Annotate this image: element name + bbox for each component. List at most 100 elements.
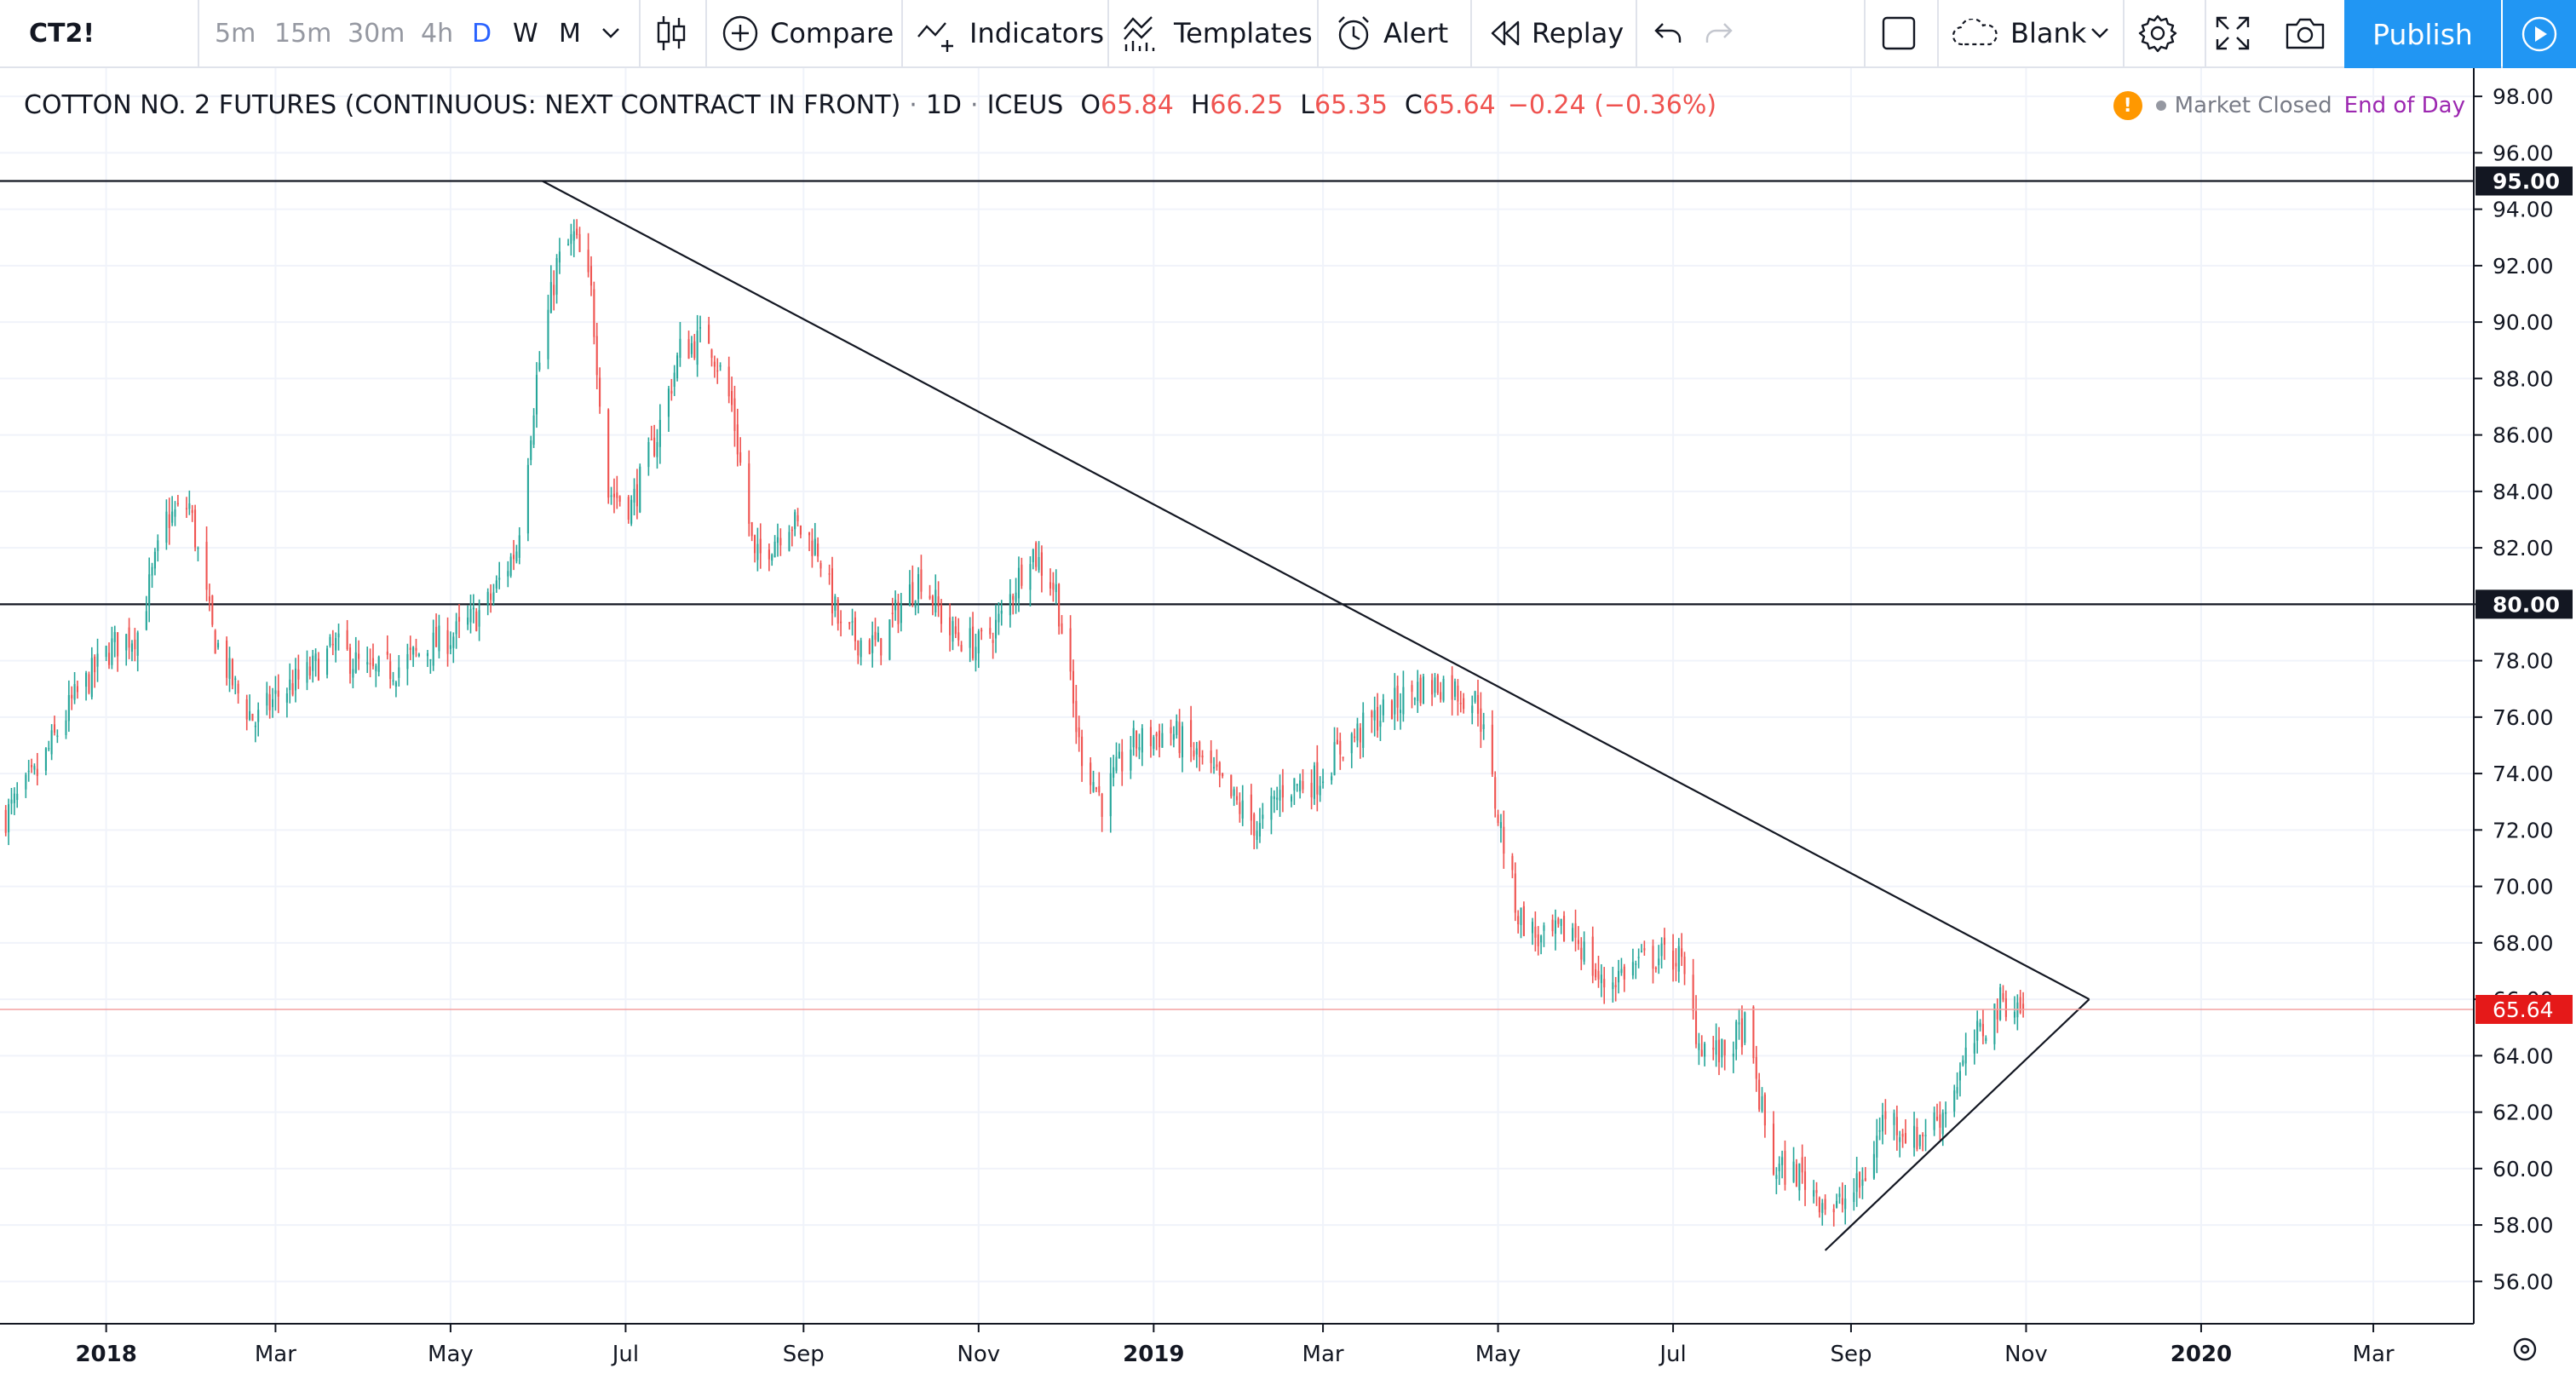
candle-body [1471,705,1474,714]
indicators-button[interactable]: Indicators [917,0,1104,66]
time-tick-label: Mar [255,1342,296,1367]
chart-style-button[interactable] [654,0,688,66]
candle-body [1838,1193,1841,1198]
alert-button[interactable]: Alert [1334,0,1448,66]
price-chart[interactable]: 56.0058.0060.0062.0064.0066.0068.0070.00… [0,68,2576,1374]
layout-dropdown-button[interactable] [2090,0,2109,66]
candle-body [1543,925,1545,931]
candle-body [871,635,874,653]
candle-body [733,398,736,431]
legend-interval: 1D [925,89,963,120]
interval-w[interactable]: W [513,18,538,49]
fullscreen-button[interactable] [2215,0,2251,66]
replay-button[interactable]: Replay [1487,0,1624,66]
candle-body [111,638,113,665]
right-panel-toggle-button[interactable] [2503,0,2576,68]
candle-body [1881,1114,1884,1132]
candle-body [31,765,33,767]
play-circle-icon [2521,16,2557,52]
templates-icon [1124,16,1155,51]
candle-body [1913,1125,1916,1148]
candle-body [194,509,197,548]
candle-body [1331,776,1333,781]
candle-body [507,571,509,577]
trend-lines[interactable] [542,180,2090,1251]
candle-body [266,693,268,706]
candle-body [205,542,208,590]
candle-body [713,361,716,367]
candle-body [449,645,451,649]
snapshot-button[interactable] [2285,0,2326,66]
candle-body [197,547,199,549]
horizontal-line-price-tag [2475,166,2573,196]
symbol-search-button[interactable]: CT2! [29,0,95,66]
interval-5m[interactable]: 5m [215,18,256,49]
candle-body [394,681,397,687]
interval-4h[interactable]: 4h [421,18,454,49]
candle-body [1563,916,1566,941]
candle-body [553,285,555,296]
indicators-icon [917,22,953,52]
compare-button[interactable]: Compare [721,0,894,66]
candle-body [687,339,690,359]
interval-30m[interactable]: 30m [348,18,405,49]
symbol-label: CT2! [29,18,95,49]
candle-body [208,596,210,601]
redo-button[interactable] [1704,0,1734,66]
interval-dropdown-button[interactable] [601,0,620,66]
time-tick-label: Jul [1658,1342,1686,1367]
candle-body [736,424,739,455]
horizontal-line-price-label: 80.00 [2493,592,2560,617]
settings-button[interactable] [2138,0,2177,66]
candle-body [1683,957,1686,974]
candle-body [509,556,512,576]
candle-body [375,665,377,671]
candle-body [145,611,147,630]
horizontal-lines[interactable] [0,180,2474,606]
candle-body [679,338,681,358]
candle-body [148,574,151,607]
candle-body [1637,957,1640,958]
fullscreen-layout-button[interactable] [1881,0,1917,66]
candle-body [176,503,179,505]
price-axis[interactable]: 56.0058.0060.0062.0064.0066.0068.0070.00… [2473,68,2576,1374]
candle-body [306,662,308,683]
publish-button[interactable]: Publish [2344,0,2501,68]
candle-body [1422,676,1425,704]
candle-body [1132,727,1135,748]
layout-menu-button[interactable]: Blank [1951,0,2086,66]
candle-body [1476,694,1480,714]
candle-body [16,793,19,801]
trend-line[interactable] [1824,998,2090,1251]
undo-button[interactable] [1653,0,1683,66]
gear-icon [2138,14,2177,53]
interval-m[interactable]: M [559,18,581,49]
candle-body [2013,1011,2016,1018]
alarm-clock-icon [1338,16,1369,50]
candle-body [1235,796,1239,801]
candle-body [1253,813,1256,836]
warning-icon[interactable]: ! [2113,91,2142,120]
candle-body [1356,723,1359,741]
candle-body [639,466,641,513]
time-axis[interactable]: 2018 Mar May Jul Sep Nov 2019 Mar May Jul Sep Nov 20… [0,1323,2474,1374]
interval-15m[interactable]: 15m [274,18,332,49]
trend-line[interactable] [542,180,2090,1001]
candle-body [346,630,348,650]
price-tick-label: 76.00 [2493,705,2554,730]
axis-settings-gear-icon[interactable] [2513,1337,2537,1361]
candle-body [1895,1117,1898,1135]
candle-body [1015,592,1017,602]
candle-body [1262,814,1264,819]
gear-hub [2520,1344,2530,1354]
candle-body [1572,928,1574,941]
candle-body [1744,1012,1746,1043]
market-status-label: Market Closed [2174,93,2332,118]
interval-d[interactable]: D [472,18,492,49]
candle-body [817,543,819,557]
candle-body [1717,1039,1721,1063]
gear-ring [2513,1337,2537,1361]
candle-body [2004,998,2007,1017]
templates-button[interactable]: Templates [1123,0,1313,66]
candle-body [1803,1171,1807,1190]
